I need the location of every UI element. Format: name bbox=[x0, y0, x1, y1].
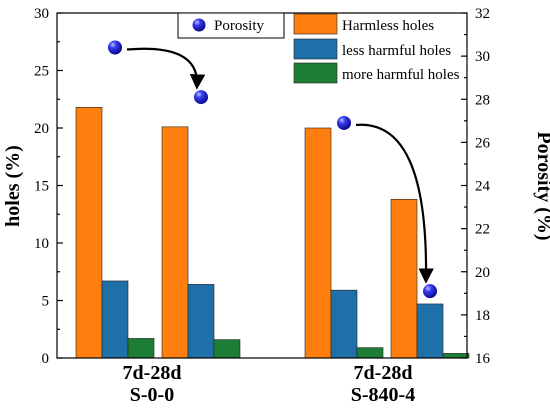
right-tick-label: 26 bbox=[475, 135, 491, 151]
legend: Porosity Harmless holes less harmful hol… bbox=[177, 12, 460, 84]
porosity-trend-arrow-group1 bbox=[126, 47, 206, 90]
legend-more-harmful-swatch bbox=[293, 62, 338, 84]
left-tick-label: 10 bbox=[34, 236, 49, 252]
left-tick-label: 25 bbox=[34, 64, 49, 80]
left-tick-label: 30 bbox=[34, 6, 49, 22]
bar-more-harmful-group1-7d bbox=[127, 338, 155, 359]
right-tick-label: 32 bbox=[475, 6, 490, 22]
group-label-sample: S-840-4 bbox=[351, 384, 415, 406]
right-tick-label: 20 bbox=[475, 265, 490, 281]
legend-less-harmful-swatch bbox=[293, 38, 338, 60]
porosity-point-group1-7d bbox=[108, 40, 122, 55]
porosity-point-group1-28d bbox=[194, 90, 208, 105]
bars-layer bbox=[75, 107, 470, 359]
porosity-point-group2-28d bbox=[423, 284, 437, 299]
left-axis-ticks: 0 5 10 15 20 25 30 bbox=[34, 6, 63, 367]
bar-harmless-group2-7d bbox=[304, 127, 332, 359]
right-tick-label: 18 bbox=[475, 308, 490, 324]
bar-less-harmful-group2-28d bbox=[416, 303, 444, 359]
trend-arrows bbox=[126, 47, 434, 284]
y-axis-title: holes (%) bbox=[2, 145, 24, 227]
group-label-age: 7d-28d bbox=[354, 362, 413, 384]
bar-less-harmful-group2-7d bbox=[330, 289, 358, 359]
left-tick-label: 15 bbox=[34, 179, 49, 195]
right-tick-label: 16 bbox=[475, 351, 491, 367]
right-tick-label: 24 bbox=[475, 179, 491, 195]
right-axis-ticks: 16 18 20 22 24 26 28 30 32 bbox=[461, 6, 491, 367]
legend-harmless-label: Harmless holes bbox=[342, 18, 434, 34]
left-tick-label: 0 bbox=[42, 351, 50, 367]
bar-harmless-group1-7d bbox=[75, 107, 103, 359]
bar-harmless-group1-28d bbox=[161, 126, 189, 359]
bar-more-harmful-group2-28d bbox=[442, 353, 470, 359]
bar-less-harmful-group1-28d bbox=[187, 284, 215, 359]
legend-porosity-label: Porosity bbox=[214, 18, 265, 34]
bar-more-harmful-group1-28d bbox=[213, 339, 241, 359]
legend-less-harmful-label: less harmful holes bbox=[342, 43, 451, 59]
porosity-trend-arrow-group2 bbox=[355, 123, 434, 284]
legend-harmless-swatch bbox=[293, 13, 338, 35]
right-tick-label: 22 bbox=[475, 222, 490, 238]
y2-axis-title: Porosity (%) bbox=[533, 131, 550, 240]
legend-porosity-marker bbox=[192, 18, 206, 32]
bar-harmless-group2-28d bbox=[390, 199, 418, 359]
bar-less-harmful-group1-7d bbox=[101, 280, 129, 359]
group-label-age: 7d-28d bbox=[123, 362, 182, 384]
group-label-sample: S-0-0 bbox=[130, 384, 174, 406]
right-tick-label: 30 bbox=[475, 49, 490, 65]
bar-more-harmful-group2-7d bbox=[356, 347, 384, 359]
left-tick-label: 20 bbox=[34, 121, 49, 137]
legend-more-harmful-label: more harmful holes bbox=[342, 67, 460, 83]
porosity-point-group2-7d bbox=[337, 115, 351, 130]
porosity-markers bbox=[108, 40, 437, 299]
right-tick-label: 28 bbox=[475, 92, 490, 108]
left-tick-label: 5 bbox=[42, 294, 50, 310]
